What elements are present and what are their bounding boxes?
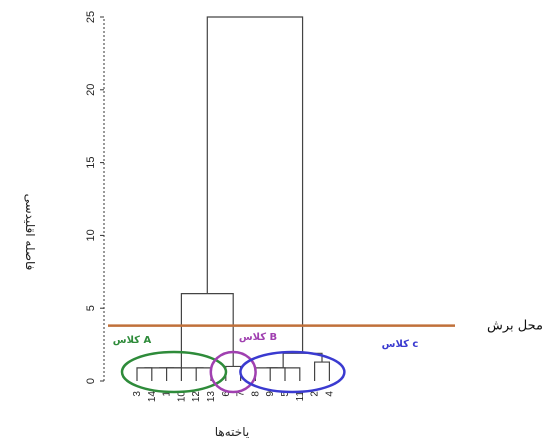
dendrogram-link-12 [206,16,304,354]
cluster-label-1: کلاس B [239,332,277,343]
dendrogram-link-9 [314,361,330,381]
cut-line-group: محل برش [108,319,543,334]
y-tick-label-25: 25 [85,11,97,23]
cluster-label-2: کلاس c [382,339,419,350]
leaf-labels: 3 14 1 10 12 13 6 7 8 9 5 11 2 4 [132,391,335,403]
y-axis: 0 5 10 15 20 25 [85,11,105,384]
leaf-label-11: 11 [295,391,306,402]
y-tick-label-5: 5 [85,305,97,311]
leaf-label-8: 8 [250,391,261,397]
dendrogram-link-1 [166,367,182,381]
cluster-ellipses: کلاس A کلاس B کلاس c [113,332,419,394]
cluster-ellipse-1 [209,350,257,394]
dendrogram-link-6 [269,367,286,381]
dendrogram-link-5 [225,365,242,381]
leaf-label-14: 14 [147,391,158,403]
x-axis-label: یاخته‌ها [215,425,249,439]
leaf-label-3: 3 [132,391,143,397]
leaf-label-1: 1 [162,391,173,397]
leaf-label-7: 7 [236,391,247,397]
y-tick-label-10: 10 [85,229,97,241]
leaf-label-12: 12 [191,391,202,403]
y-tick-label-20: 20 [85,84,97,96]
leaf-label-9: 9 [265,391,276,397]
cluster-ellipse-2 [239,350,346,394]
y-axis-label: فاصله اقلیدسی [23,194,37,271]
leaf-label-6: 6 [221,391,232,397]
dendrogram-link-7 [254,367,278,381]
leaf-label-10: 10 [176,391,187,403]
dendrogram-link-10 [282,352,323,368]
leaf-label-13: 13 [206,391,217,403]
dendrogram-link-0 [136,367,153,381]
leaf-label-4: 4 [324,391,335,397]
dendrogram-link-2 [195,367,212,381]
leaf-label-5: 5 [280,391,291,397]
cluster-ellipse-0 [120,350,228,394]
y-tick-label-0: 0 [85,378,97,384]
cut-label: محل برش [487,319,543,334]
y-tick-label-15: 15 [85,156,97,168]
dendrogram-link-8 [266,367,301,381]
leaf-label-2: 2 [310,391,321,397]
cluster-label-0: کلاس A [113,335,152,346]
